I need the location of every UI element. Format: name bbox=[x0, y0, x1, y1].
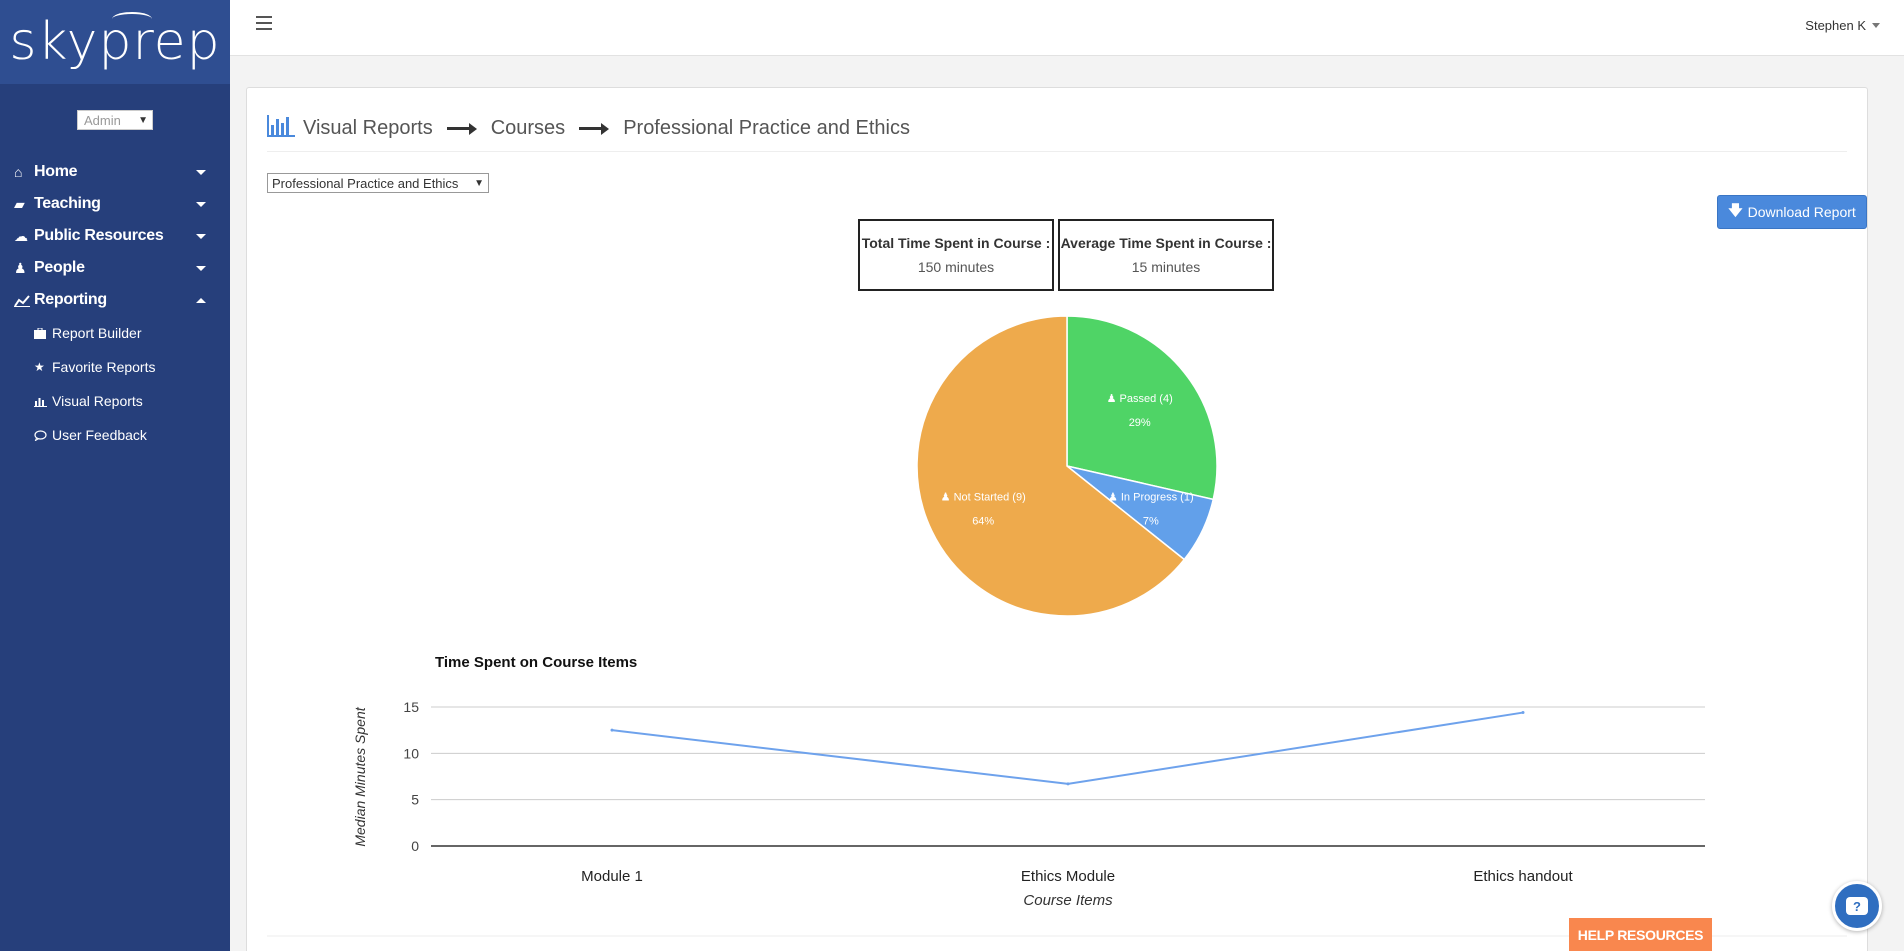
user-name: Stephen K bbox=[1805, 18, 1866, 33]
chevron-up-icon bbox=[196, 297, 206, 303]
average-time-box: Average Time Spent in Course : 15 minute… bbox=[1058, 219, 1274, 291]
x-tick-label: Ethics handout bbox=[1473, 868, 1573, 885]
sidebar-subitem-visual-reports[interactable]: Visual Reports bbox=[0, 384, 230, 418]
report-panel: Visual Reports Courses Professional Prac… bbox=[246, 87, 1868, 951]
sidebar-item-label: Home bbox=[34, 163, 78, 180]
sidebar-subitem-user-feedback[interactable]: User Feedback bbox=[0, 418, 230, 452]
y-tick-label: 15 bbox=[403, 699, 419, 715]
sidebar-item-reporting[interactable]: Reporting bbox=[0, 284, 230, 316]
star-icon: ★ bbox=[34, 360, 45, 374]
help-resources-label: HELP RESOURCES bbox=[1577, 926, 1704, 943]
caret-down-icon: ▼ bbox=[474, 177, 484, 189]
x-tick-label: Module 1 bbox=[581, 868, 643, 885]
breadcrumb: Visual Reports Courses Professional Prac… bbox=[267, 106, 1847, 152]
average-time-label: Average Time Spent in Course : bbox=[1060, 235, 1272, 251]
download-arrow-icon: 🡇 bbox=[1728, 202, 1743, 218]
top-bar: Stephen K bbox=[230, 0, 1904, 56]
role-select-value: Admin bbox=[84, 112, 121, 128]
caret-down-icon: ▼ bbox=[138, 114, 148, 126]
role-select[interactable]: Admin ▼ bbox=[77, 110, 153, 130]
help-resources-button[interactable]: HELP RESOURCES bbox=[1569, 918, 1712, 951]
time-spent-line-chart: Time Spent on Course Items 0 5 10 15 Module 1… bbox=[267, 654, 1847, 937]
total-time-label: Total Time Spent in Course : bbox=[861, 235, 1051, 251]
average-time-value: 15 minutes bbox=[1131, 259, 1201, 275]
sidebar-item-teaching[interactable]: ▰ Teaching bbox=[0, 188, 230, 220]
book-icon: ▰ bbox=[14, 195, 25, 212]
chevron-down-icon bbox=[196, 201, 206, 207]
chat-support-button[interactable]: ? bbox=[1832, 881, 1882, 931]
sidebar-item-label: Reporting bbox=[34, 291, 107, 308]
hamburger-menu-icon[interactable] bbox=[256, 16, 272, 30]
data-point[interactable] bbox=[1521, 711, 1525, 715]
pie-slice-label: ♟ In Progress (1) bbox=[1108, 491, 1194, 503]
cloud-icon: ☁ bbox=[14, 227, 28, 244]
line-chart-icon bbox=[14, 294, 34, 307]
total-time-box: Total Time Spent in Course : 150 minutes bbox=[858, 219, 1054, 291]
arrow-right-icon bbox=[579, 122, 610, 135]
pie-slice-label: ♟ Passed (4) bbox=[1107, 393, 1173, 405]
sidebar-nav: ⌂ Home ▰ Teaching ☁ Public Resources ♟ P… bbox=[0, 156, 230, 452]
total-time-value: 150 minutes bbox=[917, 259, 995, 275]
bar-chart-icon bbox=[34, 396, 52, 407]
pie-slice-percent: 64% bbox=[972, 515, 994, 527]
download-report-button[interactable]: 🡇 Download Report bbox=[1717, 195, 1867, 229]
sidebar-item-public-resources[interactable]: ☁ Public Resources bbox=[0, 220, 230, 252]
x-tick-label: Ethics Module bbox=[1021, 868, 1115, 885]
y-axis-label: Median Minutes Spent bbox=[352, 706, 368, 846]
sidebar-subitem-label: Visual Reports bbox=[52, 393, 143, 409]
pie-slice-percent: 29% bbox=[1129, 417, 1151, 429]
status-pie-chart: ♟ Passed (4) 29% ♟ In Progress (1) 7% ♟ Not … bbox=[916, 315, 1218, 617]
sidebar: skyprep Admin ▼ ⌂ Home ▰ Teaching ☁ Publ… bbox=[0, 0, 230, 951]
pie-slice-2[interactable] bbox=[916, 315, 1186, 617]
sidebar-item-home[interactable]: ⌂ Home bbox=[0, 156, 230, 188]
course-select[interactable]: Professional Practice and Ethics ▼ bbox=[267, 173, 489, 193]
logo-arc-icon bbox=[112, 12, 152, 26]
speech-bubble-icon bbox=[34, 429, 52, 441]
sidebar-item-label: People bbox=[34, 259, 85, 276]
line-chart-title: Time Spent on Course Items bbox=[435, 654, 637, 671]
bar-chart-icon bbox=[267, 114, 295, 143]
y-tick-label: 10 bbox=[403, 745, 419, 761]
sidebar-subitem-label: Favorite Reports bbox=[52, 359, 156, 375]
breadcrumb-root[interactable]: Visual Reports bbox=[303, 117, 433, 139]
y-tick-label: 5 bbox=[411, 792, 419, 808]
sidebar-item-label: Teaching bbox=[34, 195, 101, 212]
pie-slice-0[interactable] bbox=[1066, 315, 1218, 501]
sidebar-item-label: Public Resources bbox=[34, 227, 164, 244]
sidebar-subitem-favorite-reports[interactable]: ★ Favorite Reports bbox=[0, 350, 230, 384]
course-select-value: Professional Practice and Ethics bbox=[272, 175, 459, 191]
data-point[interactable] bbox=[1066, 782, 1070, 786]
series-line-0 bbox=[611, 711, 1524, 785]
caret-down-icon bbox=[1872, 23, 1880, 28]
breadcrumb-current: Professional Practice and Ethics bbox=[623, 117, 910, 139]
briefcase-icon bbox=[34, 327, 52, 339]
data-point[interactable] bbox=[610, 728, 614, 732]
x-axis-label: Course Items bbox=[1023, 892, 1113, 909]
y-tick-label: 0 bbox=[411, 838, 419, 854]
chevron-down-icon bbox=[196, 233, 206, 239]
sidebar-subitem-label: Report Builder bbox=[52, 325, 142, 341]
pie-slice-label: ♟ Not Started (9) bbox=[941, 491, 1026, 503]
download-report-label: Download Report bbox=[1747, 204, 1856, 220]
arrow-right-icon bbox=[446, 122, 477, 135]
pie-slice-percent: 7% bbox=[1143, 515, 1159, 527]
sidebar-subitem-label: User Feedback bbox=[52, 427, 147, 443]
home-icon: ⌂ bbox=[14, 164, 23, 180]
breadcrumb-courses[interactable]: Courses bbox=[490, 117, 566, 139]
chat-question-icon: ? bbox=[1846, 897, 1868, 915]
user-menu[interactable]: Stephen K bbox=[1805, 18, 1880, 33]
sidebar-item-people[interactable]: ♟ People bbox=[0, 252, 230, 284]
sidebar-subitem-report-builder[interactable]: Report Builder bbox=[0, 316, 230, 350]
chevron-down-icon bbox=[196, 265, 206, 271]
chevron-down-icon bbox=[196, 169, 206, 175]
skyprep-logo[interactable]: skyprep bbox=[0, 0, 230, 84]
person-icon: ♟ bbox=[14, 259, 27, 276]
